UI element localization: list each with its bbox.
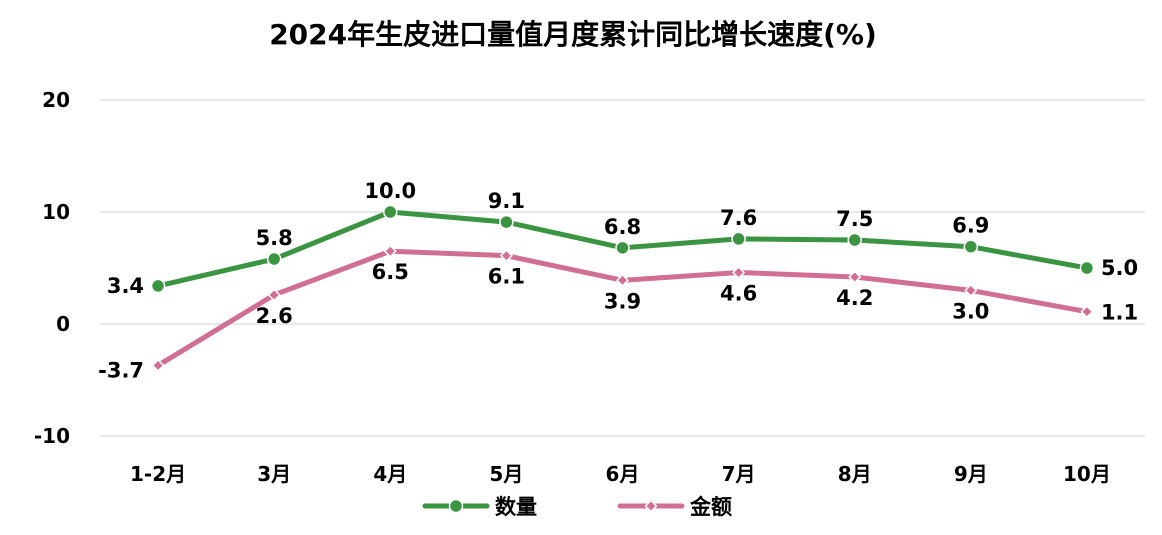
chart-title: 2024年生皮进口量值月度累计同比增长速度(%) (269, 18, 877, 51)
amount-data-label: 1.1 (1101, 301, 1138, 325)
legend-amount-label: 金额 (689, 495, 732, 519)
y-tick-label: 10 (42, 200, 70, 224)
amount-data-label: 6.1 (488, 265, 525, 289)
quantity-data-label: 7.6 (720, 206, 757, 230)
quantity-point (1079, 260, 1095, 276)
quantity-data-label: 3.4 (107, 274, 144, 298)
amount-point (848, 270, 862, 284)
amount-point (383, 244, 397, 258)
quantity-point (615, 240, 630, 256)
y-tick-label: 20 (42, 88, 70, 112)
amount-data-label: 3.0 (952, 299, 989, 323)
amount-point (615, 273, 630, 287)
amount-point (267, 288, 281, 302)
y-tick-label: 0 (56, 312, 70, 336)
x-tick-label: 9月 (954, 462, 988, 486)
quantity-point (150, 278, 166, 294)
amount-data-label: 6.5 (372, 260, 409, 284)
x-tick-label: 6月 (606, 462, 640, 486)
x-tick-label: 1-2月 (130, 462, 186, 486)
x-tick-label: 4月 (373, 462, 407, 486)
x-tick-label: 7月 (722, 462, 756, 486)
amount-data-label: 4.6 (720, 281, 757, 305)
quantity-point (963, 239, 979, 254)
x-axis-ticks: 1-2月 3月 4月 5月 6月 7月 8月 9月 10月 (130, 462, 1111, 486)
amount-point (499, 249, 513, 263)
amount-data-label: 4.2 (836, 286, 873, 310)
legend-quantity-label: 数量 (495, 495, 537, 519)
amount-data-label: 2.6 (256, 304, 293, 328)
x-tick-label: 8月 (838, 462, 872, 486)
quantity-point (448, 498, 464, 514)
amount-point (644, 499, 658, 513)
amount-point (1080, 305, 1094, 319)
amount-data-label: 3.9 (604, 289, 641, 313)
quantity-point (499, 214, 514, 230)
quantity-point (266, 251, 282, 267)
legend: 数量 金额 (422, 495, 732, 519)
amount-point (732, 265, 746, 280)
amount-data-label: -3.7 (98, 358, 144, 382)
quantity-data-label: 6.8 (604, 215, 641, 239)
quantity-data-label: 10.0 (364, 179, 416, 203)
quantity-data-label: 6.9 (952, 214, 989, 238)
quantity-point (731, 231, 746, 247)
quantity-data-label: 7.5 (836, 207, 873, 231)
quantity-data-label: 5.8 (256, 226, 293, 250)
amount-point (151, 358, 165, 373)
series-lines (150, 204, 1095, 373)
quantity-data-label: 9.1 (488, 189, 525, 213)
x-tick-label: 3月 (257, 462, 291, 486)
quantity-point (383, 204, 398, 220)
amount-point (964, 283, 978, 297)
quantity-data-label: 5.0 (1101, 256, 1138, 280)
y-axis-ticks: -10 0 10 20 (34, 88, 70, 448)
x-tick-label: 5月 (489, 462, 523, 486)
y-tick-label: -10 (34, 424, 70, 448)
data-labels: 3.4 5.8 10.0 9.1 6.8 7.6 7.5 6.9 5.0 -3.7 2.6 6.5 6.… (98, 179, 1138, 382)
gridlines (100, 99, 1145, 437)
quantity-point (847, 232, 862, 248)
x-tick-label: 10月 (1063, 462, 1111, 486)
